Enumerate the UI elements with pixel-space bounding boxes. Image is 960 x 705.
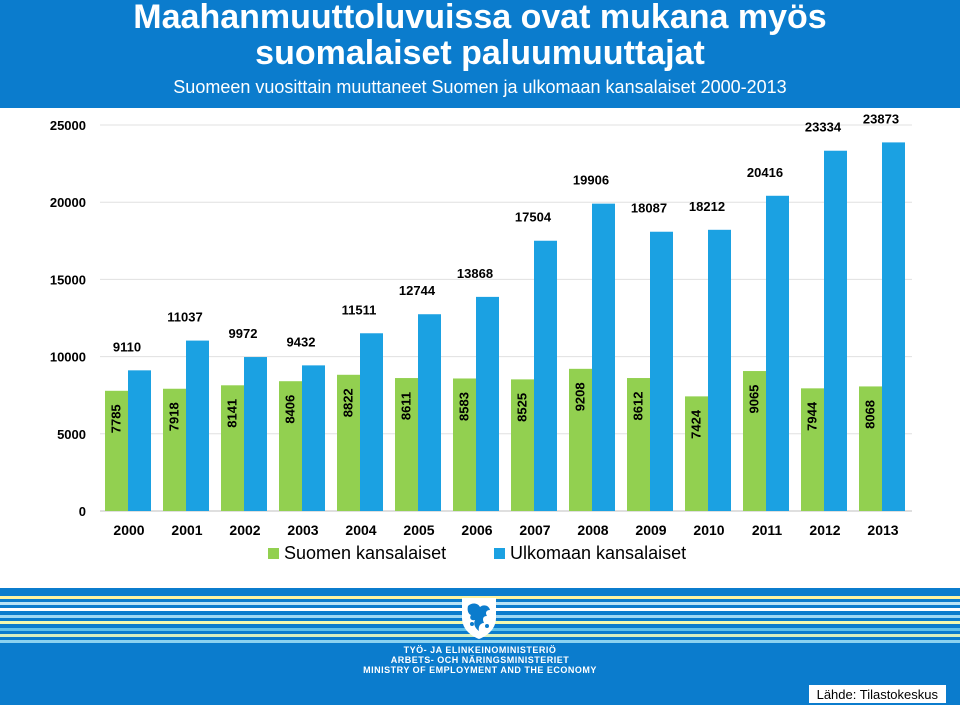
data-label-ulkomaan: 12744	[399, 283, 436, 298]
bar-ulkomaan-kansalaiset	[882, 142, 905, 511]
x-tick-label: 2006	[461, 522, 492, 538]
bar-suomen-kansalaiset	[163, 388, 186, 511]
bar-suomen-kansalaiset	[685, 396, 708, 511]
x-tick-label: 2005	[403, 522, 434, 538]
bar-suomen-kansalaiset	[569, 368, 592, 511]
bar-suomen-kansalaiset	[627, 378, 650, 511]
bar-suomen-kansalaiset	[337, 374, 360, 511]
bar-suomen-kansalaiset	[279, 381, 302, 511]
y-tick-label: 15000	[50, 272, 86, 287]
x-tick-label: 2009	[635, 522, 666, 538]
bar-ulkomaan-kansalaiset	[476, 296, 499, 511]
x-tick-label: 2010	[693, 522, 724, 538]
header-banner: Maahanmuuttoluvuissa ovat mukana myös su…	[0, 0, 960, 108]
ministry-name-sv: ARBETS- OCH NÄRINGSMINISTERIET	[390, 655, 570, 665]
data-label-suomen: 8612	[631, 392, 646, 421]
data-label-ulkomaan: 18212	[689, 199, 725, 214]
data-label-suomen: 9208	[573, 382, 588, 411]
x-tick-label: 2007	[519, 522, 550, 538]
data-label-suomen: 7918	[167, 402, 182, 431]
ministry-name-fi: TYÖ- JA ELINKEINOMINISTERIÖ	[403, 645, 557, 655]
legend-swatch-ulkomaan	[494, 548, 505, 559]
x-tick-label: 2011	[752, 522, 783, 538]
x-tick-label: 2001	[171, 522, 202, 538]
y-tick-label: 10000	[50, 350, 86, 365]
data-label-ulkomaan: 9972	[229, 326, 258, 341]
bar-suomen-kansalaiset	[743, 371, 766, 511]
legend-label-suomen: Suomen kansalaiset	[284, 543, 446, 563]
bar-suomen-kansalaiset	[859, 386, 882, 511]
legend-swatch-suomen	[268, 548, 279, 559]
lion-coat-of-arms-icon	[462, 598, 496, 639]
bar-suomen-kansalaiset	[105, 390, 128, 511]
data-label-suomen: 8611	[399, 392, 414, 420]
bar-ulkomaan-kansalaiset	[592, 203, 615, 511]
data-label-ulkomaan: 9110	[113, 339, 141, 354]
data-label-suomen: 8141	[225, 399, 240, 428]
data-label-suomen: 8525	[515, 393, 530, 422]
data-label-ulkomaan: 13868	[457, 266, 493, 281]
data-label-ulkomaan: 9432	[287, 334, 316, 349]
legend-label-ulkomaan: Ulkomaan kansalaiset	[510, 543, 686, 563]
y-tick-label: 5000	[57, 427, 86, 442]
footer-stripe	[0, 596, 960, 599]
bar-suomen-kansalaiset	[511, 379, 534, 511]
ministry-name: TYÖ- JA ELINKEINOMINISTERIÖ ARBETS- OCH …	[0, 645, 960, 675]
bar-suomen-kansalaiset	[221, 385, 244, 511]
title-line-2: suomalaiset paluumuuttajat	[255, 34, 705, 72]
y-tick-label: 25000	[50, 118, 86, 133]
bar-ulkomaan-kansalaiset	[534, 240, 557, 512]
x-tick-label: 2004	[345, 522, 376, 538]
ministry-name-en: MINISTRY OF EMPLOYMENT AND THE ECONOMY	[363, 665, 597, 675]
source-label: Lähde: Tilastokeskus	[808, 685, 946, 703]
bar-ulkomaan-kansalaiset	[360, 333, 383, 511]
bar-ulkomaan-kansalaiset	[186, 340, 209, 511]
x-tick-label: 2012	[809, 522, 840, 538]
data-label-ulkomaan: 20416	[747, 165, 783, 180]
data-label-ulkomaan: 11037	[167, 310, 202, 325]
subtitle: Suomeen vuosittain muuttaneet Suomen ja …	[173, 77, 787, 97]
bar-suomen-kansalaiset	[453, 378, 476, 511]
bar-suomen-kansalaiset	[395, 378, 418, 511]
title-line-1: Maahanmuuttoluvuissa ovat mukana myös	[133, 0, 827, 36]
data-label-ulkomaan: 23873	[863, 111, 899, 126]
bar-ulkomaan-kansalaiset	[650, 231, 673, 511]
data-label-ulkomaan: 18087	[631, 201, 667, 216]
x-tick-label: 2013	[867, 522, 898, 538]
x-tick-label: 2003	[287, 522, 318, 538]
x-tick-label: 2002	[229, 522, 260, 538]
data-label-suomen: 8583	[457, 392, 472, 421]
data-label-suomen: 9065	[747, 385, 762, 414]
data-label-ulkomaan: 11511	[342, 302, 377, 317]
bar-ulkomaan-kansalaiset	[244, 357, 267, 511]
bar-ulkomaan-kansalaiset	[708, 229, 731, 512]
bar-suomen-kansalaiset	[801, 388, 824, 511]
bar-ulkomaan-kansalaiset	[824, 150, 847, 512]
data-label-suomen: 7424	[689, 409, 704, 439]
bar-ulkomaan-kansalaiset	[128, 370, 151, 511]
bar-ulkomaan-kansalaiset	[766, 195, 789, 511]
data-label-suomen: 8068	[863, 400, 878, 429]
bar-ulkomaan-kansalaiset	[302, 365, 325, 511]
y-tick-label: 20000	[50, 195, 86, 210]
footer-banner: TYÖ- JA ELINKEINOMINISTERIÖ ARBETS- OCH …	[0, 588, 960, 705]
data-label-suomen: 8406	[283, 395, 298, 424]
y-tick-label: 0	[79, 504, 86, 519]
x-tick-label: 2000	[113, 522, 144, 538]
data-label-suomen: 8822	[341, 388, 356, 417]
bar-ulkomaan-kansalaiset	[418, 314, 441, 511]
data-label-suomen: 7944	[805, 401, 820, 431]
footer-stripe	[0, 640, 960, 643]
bar-chart: 0 5000 10000 15000 20000 25000 7785 9110 2000 791…	[50, 111, 912, 563]
data-label-ulkomaan: 17504	[515, 210, 552, 225]
data-label-ulkomaan: 23334	[805, 120, 842, 135]
data-label-suomen: 7785	[109, 404, 124, 433]
x-tick-label: 2008	[577, 522, 608, 538]
data-label-ulkomaan: 19906	[573, 173, 609, 188]
